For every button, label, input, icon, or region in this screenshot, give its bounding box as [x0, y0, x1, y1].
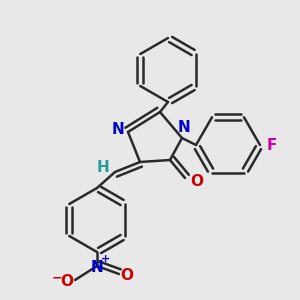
- Text: H: H: [97, 160, 110, 175]
- Text: O: O: [61, 274, 74, 290]
- Text: O: O: [121, 268, 134, 284]
- Text: N: N: [112, 122, 124, 136]
- Text: N: N: [91, 260, 103, 275]
- Text: O: O: [190, 173, 203, 188]
- Text: +: +: [100, 254, 109, 264]
- Text: −: −: [52, 272, 62, 284]
- Text: F: F: [267, 137, 277, 152]
- Text: N: N: [178, 121, 190, 136]
